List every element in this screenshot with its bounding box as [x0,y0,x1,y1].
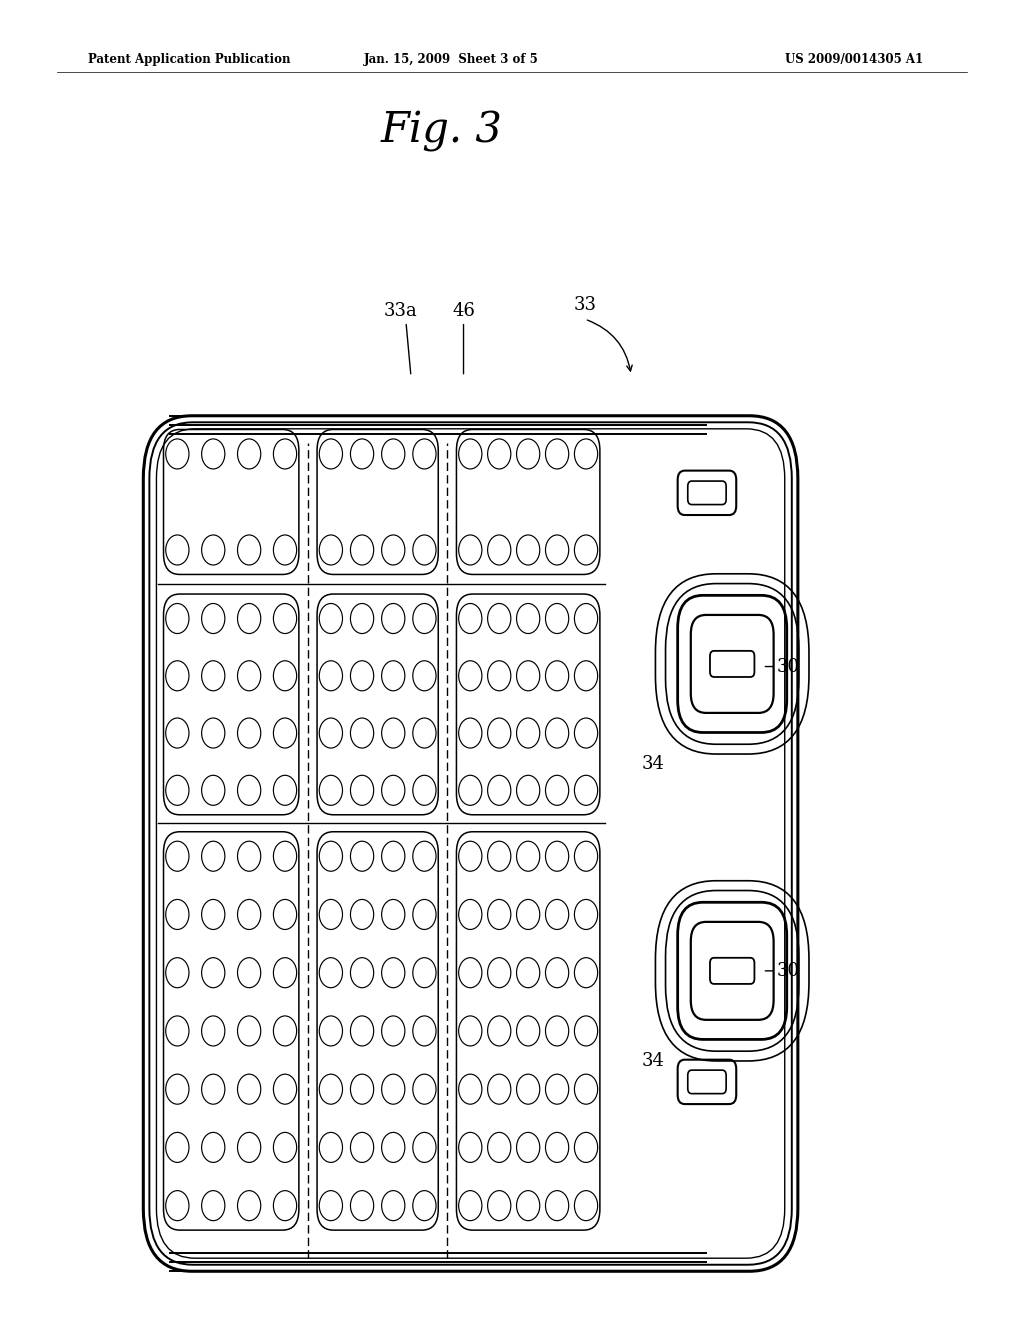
Text: 34: 34 [641,1052,665,1071]
Text: 33: 33 [573,296,596,314]
Text: 46: 46 [452,302,475,321]
Text: Jan. 15, 2009  Sheet 3 of 5: Jan. 15, 2009 Sheet 3 of 5 [364,53,539,66]
Text: US 2009/0014305 A1: US 2009/0014305 A1 [784,53,923,66]
Text: 30: 30 [776,657,800,676]
Text: 30: 30 [776,962,800,979]
Text: 33a: 33a [384,302,418,321]
Text: 34: 34 [641,755,665,774]
Text: Fig. 3: Fig. 3 [380,110,502,152]
Text: Patent Application Publication: Patent Application Publication [88,53,290,66]
